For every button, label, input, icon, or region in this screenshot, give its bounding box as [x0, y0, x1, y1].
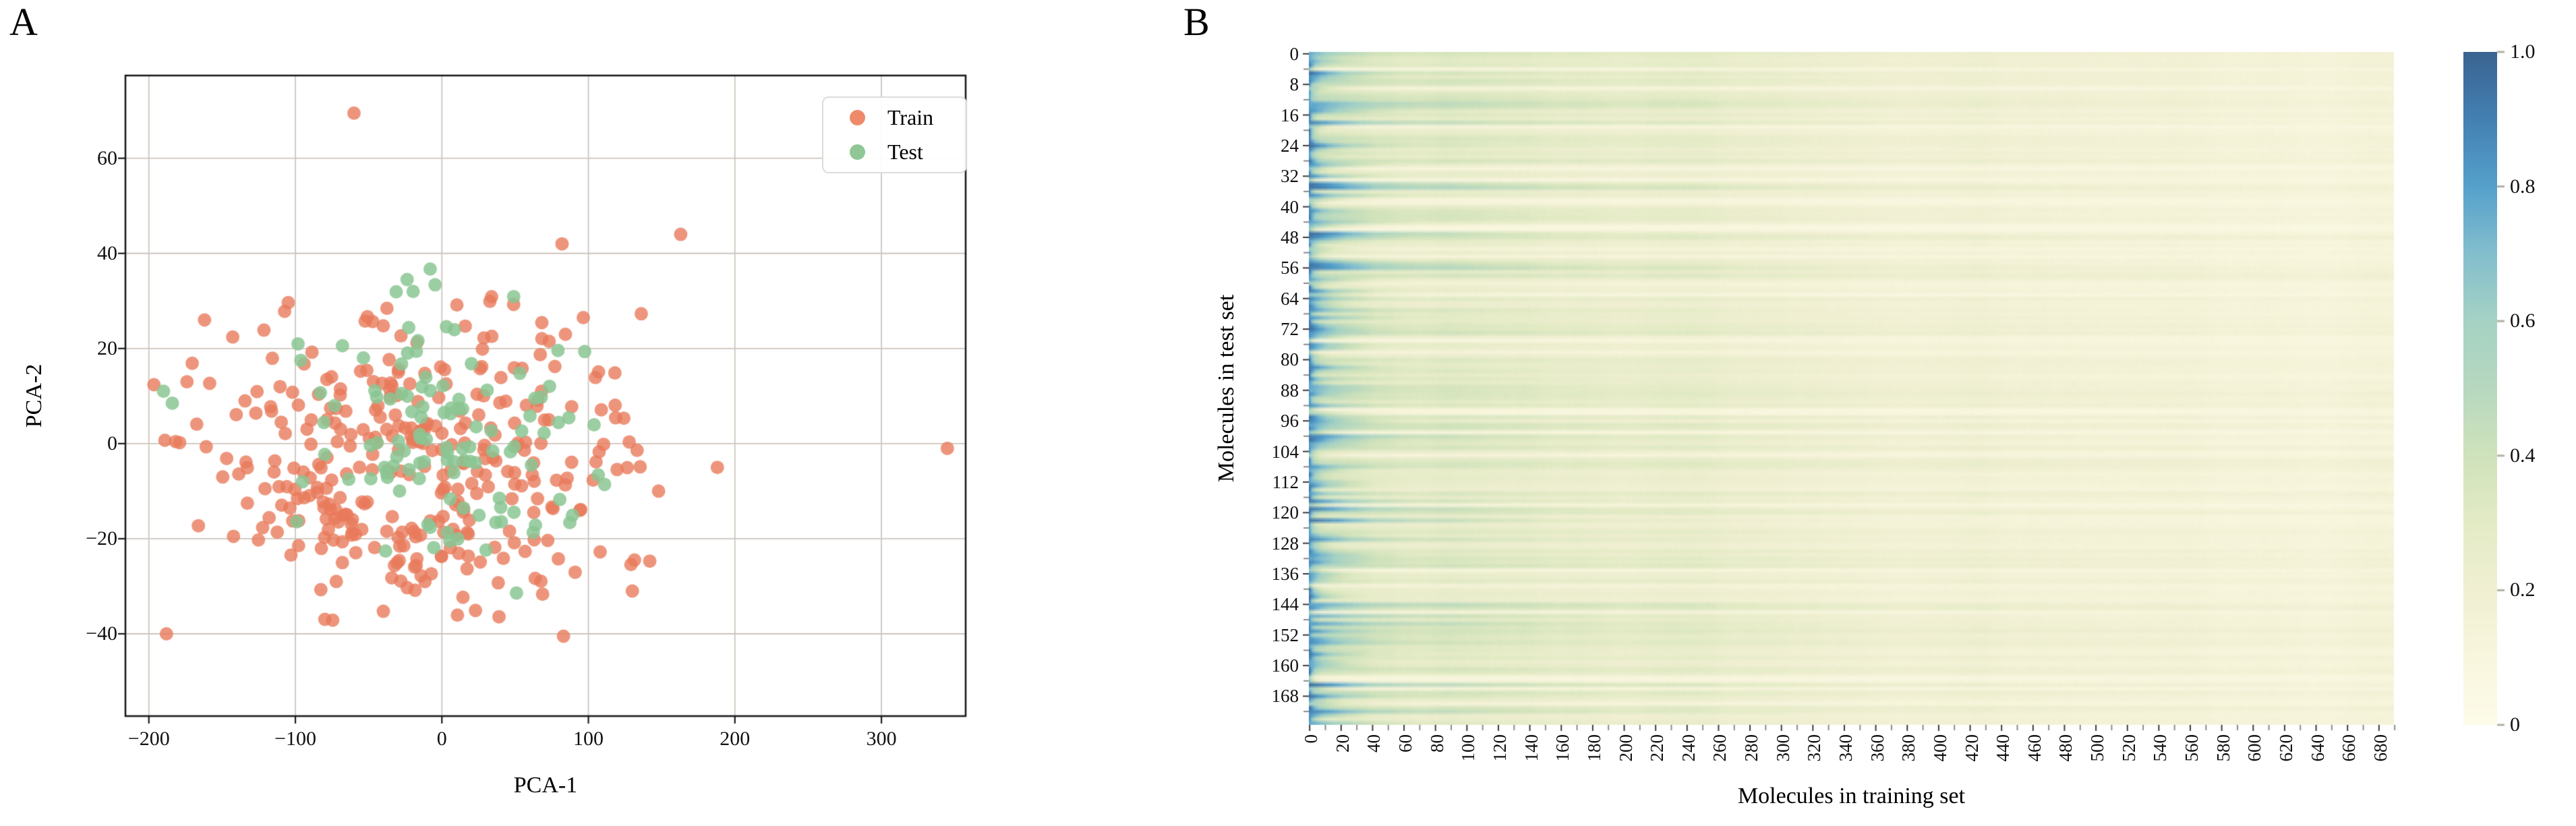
- panel-b-x-tick-label-text: 280: [1741, 734, 1762, 762]
- legend-entry-train: Train: [823, 101, 966, 135]
- panel-b-y-tick-label: 8: [1289, 74, 1299, 95]
- legend: Train Test: [822, 96, 967, 173]
- panel-a-x-tick-label: −100: [274, 728, 316, 750]
- panel-b-x-tick-label-text: 60: [1395, 734, 1416, 753]
- panel-a-y-tick-label: −40: [86, 622, 117, 645]
- panel-b-x-tick-label-text: 160: [1552, 734, 1573, 762]
- panel-b-x-tick-label-text: 520: [2118, 734, 2139, 762]
- legend-entry-test: Test: [823, 136, 966, 169]
- panel-b-x-tick-label-text: 40: [1364, 734, 1384, 753]
- panel-a-x-tick-label: 100: [573, 728, 604, 750]
- panel-b-x-tick-label-text: 440: [1993, 734, 2014, 762]
- panel-b-x-tick-label-text: 260: [1709, 734, 1730, 762]
- panel-b-x-tick-label-text: 240: [1678, 734, 1699, 762]
- panel-b-x-tick-label-text: 420: [1961, 734, 1982, 762]
- panel-b-x-tick-label-text: 480: [2055, 734, 2076, 762]
- panel-b-y-tick-label: 152: [1271, 624, 1299, 645]
- legend-label-train: Train: [887, 105, 934, 129]
- panel-b-x-tick-label-text: 220: [1647, 734, 1668, 762]
- panel-b-x-tick-label-text: 580: [2213, 734, 2233, 762]
- panel-b-x-tick-label-text: 680: [2370, 734, 2391, 762]
- panel-b-x-tick-label-text: 180: [1583, 734, 1604, 762]
- panel-b-x-tick-label-text: 320: [1804, 734, 1825, 762]
- panel-b-y-tick-label: 56: [1281, 258, 1299, 278]
- panel-a-y-axis-title: PCA-2: [22, 363, 47, 428]
- panel-b-y-tick-label: 136: [1271, 564, 1299, 585]
- panel-b-y-tick-label: 40: [1281, 196, 1299, 217]
- panel-a-x-tick-label: −200: [127, 728, 170, 750]
- panel-b-x-tick-label-text: 0: [1301, 734, 1322, 744]
- panel-b-x-tick-label-text: 140: [1521, 734, 1542, 762]
- panel-b-x-tick-label-text: 540: [2150, 734, 2171, 762]
- test-marker-icon: [850, 144, 865, 160]
- panel-b-x-tick-label-text: 360: [1867, 734, 1887, 762]
- panel-b-x-tick-label-text: 620: [2275, 734, 2296, 762]
- panel-b-y-tick-label: 80: [1281, 349, 1299, 370]
- panel-a-y-tick-label: 40: [97, 241, 117, 264]
- colorbar-tick-label: 0.2: [2510, 579, 2536, 601]
- panel-a-letter: A: [9, 0, 38, 44]
- panel-b-y-tick-label: 168: [1271, 686, 1299, 707]
- panel-a-x-tick-label: 0: [436, 728, 447, 750]
- colorbar-tick-label: 0.8: [2510, 175, 2536, 198]
- panel-a-y-tick-label: 0: [107, 432, 117, 454]
- train-marker-icon: [850, 110, 865, 125]
- panel-b-x-tick-label-text: 340: [1836, 734, 1856, 762]
- panel-b-x-tick-label-text: 120: [1489, 734, 1510, 762]
- panel-b-x-tick-label-text: 400: [1929, 734, 1950, 762]
- panel-a-x-axis-title: PCA-1: [513, 773, 578, 798]
- panel-b-y-tick-label: 96: [1281, 411, 1299, 432]
- panel-b-x-tick-label-text: 640: [2307, 734, 2328, 762]
- panel-b-y-tick-label: 64: [1281, 288, 1299, 309]
- panel-a-x-tick-label: 300: [866, 728, 897, 750]
- panel-b-y-tick-label: 112: [1272, 471, 1299, 492]
- panel-b-x-tick-label-text: 20: [1332, 734, 1353, 753]
- panel-b-y-tick-label: 88: [1281, 380, 1299, 401]
- panel-a-y-tick-label: 20: [97, 336, 117, 359]
- colorbar-tick-label: 0.4: [2510, 444, 2536, 467]
- panel-b-y-tick-label: 32: [1281, 166, 1299, 187]
- panel-b-y-tick-label: 144: [1271, 594, 1299, 615]
- panel-b-x-tick-label-text: 80: [1426, 734, 1447, 753]
- panel-a-x-tick-label: 200: [720, 728, 751, 750]
- legend-label-test: Test: [887, 140, 923, 164]
- panel-b-x-tick-label-text: 500: [2087, 734, 2108, 762]
- panel-a-y-tick-label: 60: [97, 146, 117, 169]
- panel-b-y-tick-label: 16: [1281, 105, 1299, 125]
- panel-b-x-tick-label-text: 460: [2024, 734, 2045, 762]
- panel-a-y-tick-label: −20: [86, 527, 117, 550]
- panel-b-x-tick-label-text: 380: [1898, 734, 1919, 762]
- colorbar: [2463, 52, 2497, 725]
- panel-b-y-tick-label: 24: [1281, 135, 1299, 156]
- panel-b-y-tick-label: 120: [1271, 502, 1299, 523]
- panel-b-x-tick-label-text: 100: [1458, 734, 1479, 762]
- panel-b-y-tick-label: 128: [1271, 533, 1299, 554]
- colorbar-tick-label: 1.0: [2510, 40, 2536, 63]
- panel-b-y-tick-label: 0: [1289, 43, 1299, 64]
- panel-b-x-tick-label-text: 300: [1772, 734, 1793, 762]
- panel-b-y-tick-label: 48: [1281, 227, 1299, 248]
- panel-b-x-tick-label-text: 560: [2182, 734, 2202, 762]
- panel-b-y-tick-label: 72: [1281, 319, 1299, 340]
- panel-b-x-tick-label-text: 600: [2244, 734, 2265, 762]
- panel-b-y-tick-label: 160: [1271, 655, 1299, 676]
- colorbar-tick-label: 0.6: [2510, 309, 2536, 332]
- panel-b-x-tick-label-text: 200: [1615, 734, 1636, 762]
- colorbar-tick-label: 0: [2510, 713, 2520, 736]
- panel-b-x-axis-title: Molecules in training set: [1737, 784, 1966, 808]
- panel-b-letter: B: [1183, 0, 1210, 44]
- panel-b-y-tick-label: 104: [1271, 441, 1299, 462]
- panel-b-x-tick-label-text: 660: [2339, 734, 2360, 762]
